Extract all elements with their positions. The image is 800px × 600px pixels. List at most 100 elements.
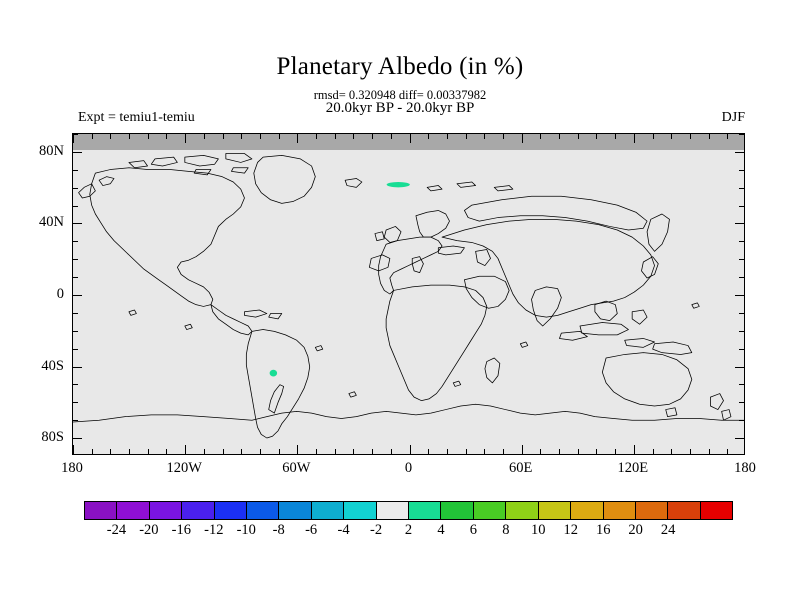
colorbar-tick-label: -16 xyxy=(171,522,192,538)
axis-tick xyxy=(129,449,131,454)
axis-tick xyxy=(465,134,467,139)
axis-tick xyxy=(334,449,336,454)
axis-tick xyxy=(73,312,78,314)
axis-tick xyxy=(446,134,448,139)
colorbar-swatch xyxy=(344,502,377,519)
colorbar-tick-label: -20 xyxy=(139,522,159,538)
colorbar-swatch xyxy=(149,502,183,519)
axis-tick xyxy=(390,134,392,139)
axis-tick xyxy=(739,134,744,135)
axis-tick xyxy=(166,449,168,454)
axis-tick xyxy=(73,420,78,422)
axis-tick xyxy=(73,187,78,189)
axis-tick xyxy=(222,134,224,139)
statistics-line: rmsd= 0.320948 diff= 0.00337982 xyxy=(313,88,487,102)
axis-tick xyxy=(73,259,78,261)
axis-tick xyxy=(91,449,93,454)
colorbar-swatch xyxy=(247,502,280,519)
axis-tick xyxy=(708,134,710,139)
axis-tick xyxy=(73,402,78,404)
axis-tick xyxy=(147,134,149,139)
axis-tick xyxy=(428,449,430,454)
axis-tick xyxy=(297,445,299,454)
axis-tick xyxy=(735,223,744,225)
axis-tick xyxy=(222,449,224,454)
axis-tick xyxy=(203,449,205,454)
colorbar-tick-label: 10 xyxy=(531,522,546,538)
axis-tick xyxy=(73,445,74,454)
axis-tick xyxy=(73,348,78,350)
axis-tick xyxy=(409,445,411,454)
colorbar-tick-label: -12 xyxy=(204,522,224,538)
axis-tick xyxy=(739,330,744,332)
coastline-overlay xyxy=(73,153,744,439)
colorbar-swatch xyxy=(538,502,572,519)
axis-tick xyxy=(129,134,131,139)
colorbar-tick-label: -10 xyxy=(236,522,256,538)
axis-tick xyxy=(739,384,744,386)
axis-tick xyxy=(727,449,729,454)
axis-tick xyxy=(147,449,149,454)
axis-tick xyxy=(502,449,504,454)
colorbar-swatch xyxy=(668,502,701,519)
colorbar-tick-label: 4 xyxy=(437,522,445,538)
axis-tick xyxy=(727,134,729,139)
arctic-polar-band xyxy=(73,134,744,150)
x-tick-label: 120W xyxy=(166,460,202,476)
axis-tick xyxy=(73,330,78,332)
anomaly-overlay xyxy=(269,182,410,377)
colorbar-tick-label: -6 xyxy=(305,522,318,538)
axis-tick xyxy=(633,445,635,454)
axis-tick xyxy=(316,449,318,454)
colorbar-swatch xyxy=(214,502,248,519)
axis-tick xyxy=(502,134,504,139)
axis-tick xyxy=(409,134,411,143)
colorbar-swatch xyxy=(603,502,636,519)
colorbar-tick-label: 20 xyxy=(628,522,643,538)
colorbar-tick-label: -2 xyxy=(370,522,383,538)
axis-tick xyxy=(73,134,74,143)
axis-tick xyxy=(185,134,187,143)
axis-tick xyxy=(615,449,617,454)
y-tick-label: 40N xyxy=(39,214,64,231)
axis-tick xyxy=(739,241,744,243)
axis-tick xyxy=(739,402,744,404)
axis-tick xyxy=(739,205,744,207)
axis-tick xyxy=(73,366,82,368)
period-line: 20.0kyr BP - 20.0kyr BP xyxy=(325,100,475,116)
axis-tick xyxy=(73,438,82,440)
colorbar-tick-label: -24 xyxy=(106,522,127,538)
axis-tick xyxy=(259,134,261,139)
axis-tick xyxy=(353,449,355,454)
axis-tick xyxy=(278,449,280,454)
axis-tick xyxy=(428,134,430,139)
colorbar-tick-labels: -24 -20 -16 -12 -10 -8 -6 -4 -2 2 4 6 8 10 12 16 20 24 xyxy=(84,521,733,541)
axis-tick xyxy=(73,169,78,171)
y-tick-label: 0 xyxy=(56,286,64,302)
colorbar-swatch xyxy=(635,502,669,519)
axis-tick xyxy=(73,223,82,225)
y-tick-label: 80S xyxy=(41,429,64,446)
colorbar-swatch xyxy=(279,502,312,519)
axis-tick xyxy=(735,438,744,440)
x-tick-label: 180 xyxy=(61,460,83,476)
colorbar-tick-label: 2 xyxy=(404,522,413,538)
colorbar-tick-label: 8 xyxy=(502,522,510,538)
axis-tick xyxy=(652,134,654,139)
axis-tick xyxy=(297,134,299,143)
x-tick-label: 60E xyxy=(508,460,533,476)
axis-tick xyxy=(73,151,82,153)
axis-tick xyxy=(316,134,318,139)
axis-tick xyxy=(390,449,392,454)
axis-tick xyxy=(708,449,710,454)
axis-tick xyxy=(110,449,112,454)
axis-tick xyxy=(185,445,187,454)
colorbar-swatch xyxy=(311,502,345,519)
axis-tick xyxy=(91,134,93,139)
axis-tick xyxy=(689,134,691,139)
axis-tick xyxy=(241,449,243,454)
axis-tick xyxy=(484,449,486,454)
axis-tick xyxy=(671,134,673,139)
axis-tick xyxy=(577,134,579,139)
colorbar-swatch xyxy=(441,502,474,519)
